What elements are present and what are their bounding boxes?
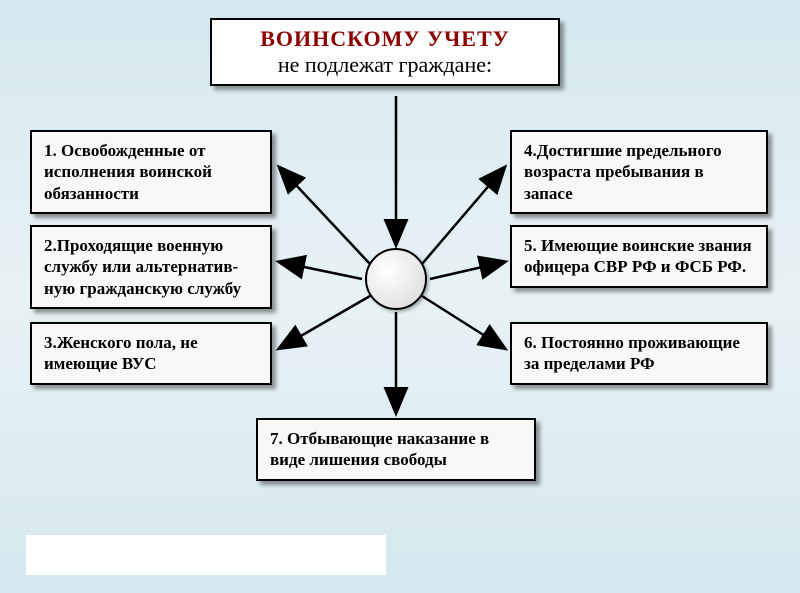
center-circle xyxy=(365,248,427,310)
bottom-bar xyxy=(26,535,386,575)
item-4: 4.Достигшие предельного возраста пребыва… xyxy=(510,130,768,214)
item-5: 5. Имеющие воинские звания офицера СВР Р… xyxy=(510,225,768,288)
title-line1: ВОИНСКОМУ УЧЕТУ xyxy=(222,26,548,52)
item-7: 7. Отбывающие наказание в виде лишения с… xyxy=(256,418,536,481)
item-6: 6. Постоянно проживающие за пределами РФ xyxy=(510,322,768,385)
item-2: 2.Проходящие военную службу или альтерна… xyxy=(30,225,272,309)
title-line2: не подлежат граждане: xyxy=(222,52,548,78)
title-box: ВОИНСКОМУ УЧЕТУ не подлежат граждане: xyxy=(210,18,560,86)
item-3: 3.Женского пола, не имеющие ВУС xyxy=(30,322,272,385)
item-1: 1. Освобожденные от исполнения воинской … xyxy=(30,130,272,214)
